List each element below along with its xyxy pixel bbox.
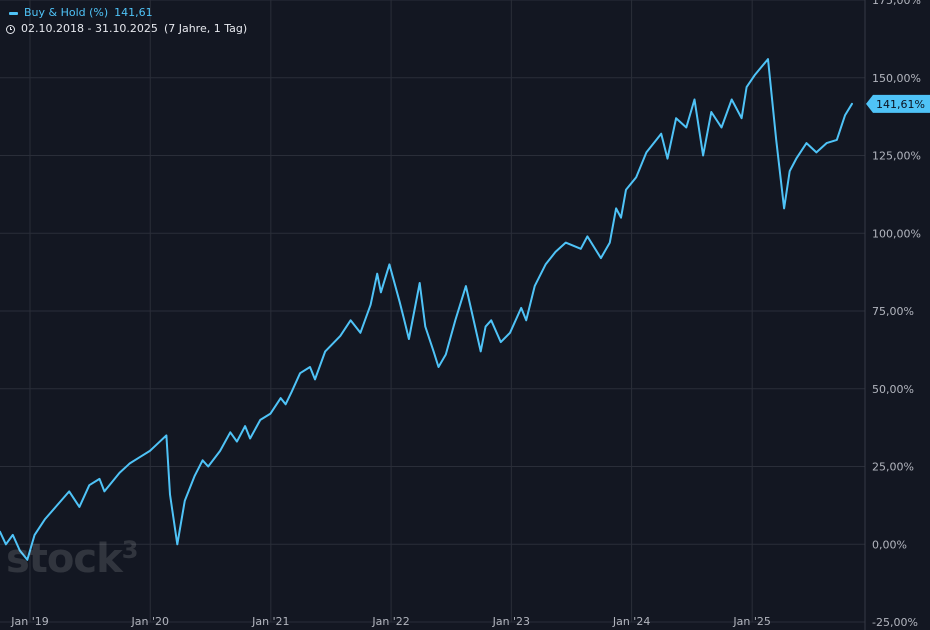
last-value-marker: 141,61% xyxy=(866,94,930,113)
y-tick-label: 100,00% xyxy=(872,227,921,240)
chart-legend: Buy & Hold (%) 141,61 02.10.2018 - 31.10… xyxy=(6,5,247,37)
series-layer xyxy=(0,58,853,561)
y-tick-label: 25,00% xyxy=(872,461,914,474)
y-tick-label: 150,00% xyxy=(872,72,921,85)
y-axis: 175,00% 150,00% 125,00% 100,00% 75,00% 50,00%… xyxy=(872,0,921,629)
legend-period-row: 02.10.2018 - 31.10.2025 (7 Jahre, 1 Tag) xyxy=(6,21,247,37)
y-tick-label: 50,00% xyxy=(872,383,914,396)
x-tick-label: Jan '19 xyxy=(10,615,48,628)
x-tick-label: Jan '22 xyxy=(371,615,409,628)
legend-series-row[interactable]: Buy & Hold (%) 141,61 xyxy=(6,5,247,21)
legend-duration: (7 Jahre, 1 Tag) xyxy=(163,22,248,35)
last-value-label: 141,61% xyxy=(876,98,925,111)
y-tick-label: 0,00% xyxy=(872,538,907,551)
series-color-swatch xyxy=(9,11,18,15)
x-tick-label: Jan '20 xyxy=(130,615,168,628)
series-line xyxy=(0,58,853,561)
x-axis: Jan '19 Jan '20 Jan '21 Jan '22 Jan '23 Jan '… xyxy=(10,615,771,628)
legend-series-label: Buy & Hold (%) xyxy=(24,6,109,19)
x-tick-label: Jan '24 xyxy=(612,615,650,628)
x-tick-label: Jan '25 xyxy=(732,615,770,628)
x-tick-label: Jan '21 xyxy=(251,615,289,628)
clock-icon xyxy=(6,24,15,34)
y-tick-label: 75,00% xyxy=(872,305,914,318)
x-tick-label: Jan '23 xyxy=(492,615,530,628)
stock3-watermark-logo: stock3 xyxy=(6,536,138,582)
grid-lines xyxy=(0,0,866,630)
last-value-badge xyxy=(866,94,930,113)
y-tick-label: 125,00% xyxy=(872,150,921,163)
y-tick-label: 175,00% xyxy=(872,0,921,7)
legend-date-range: 02.10.2018 - 31.10.2025 xyxy=(21,22,158,35)
y-tick-label: -25,00% xyxy=(872,616,918,629)
legend-series-value: 141,61 xyxy=(114,6,153,19)
